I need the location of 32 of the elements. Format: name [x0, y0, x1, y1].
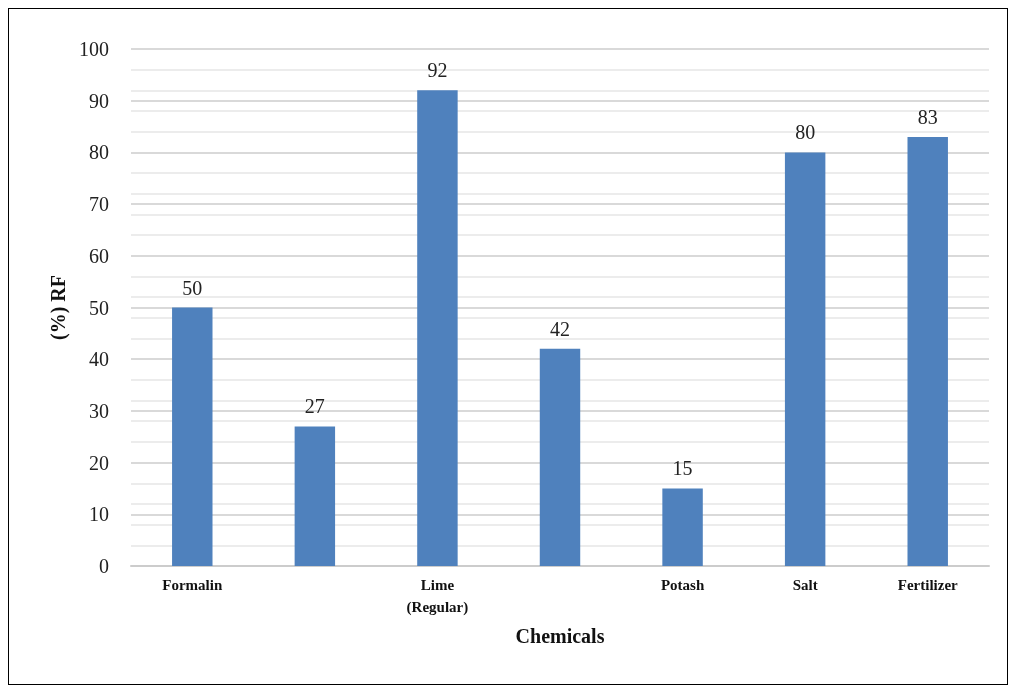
data-label: 50	[182, 276, 203, 299]
bar	[417, 90, 458, 566]
y-axis-title: (%) RF	[47, 275, 71, 340]
y-tick-label: 50	[89, 296, 109, 319]
data-label: 42	[550, 317, 570, 340]
data-label: 92	[427, 59, 448, 82]
x-tick-label: Potash	[660, 577, 705, 593]
y-tick-label: 60	[89, 244, 109, 267]
x-tick-label: Salt	[792, 577, 818, 593]
x-tick-label: Formalin	[162, 577, 223, 593]
bar	[539, 348, 581, 566]
bar	[662, 488, 703, 566]
bar	[172, 307, 213, 566]
y-tick-label: 80	[89, 141, 109, 164]
data-label: 83	[917, 105, 938, 128]
bar	[907, 136, 948, 566]
y-tick-label: 30	[89, 399, 109, 422]
y-tick-label: 40	[89, 348, 109, 371]
y-tick-label: 100	[79, 38, 109, 60]
x-axis-title: Chemicals	[515, 625, 605, 647]
x-tick-label: Fertilizer	[897, 577, 959, 593]
x-tick-label: Lime (Regular)	[406, 577, 469, 616]
y-tick-label: 90	[89, 89, 109, 112]
data-label: 80	[795, 121, 816, 144]
bar	[294, 426, 336, 566]
y-tick-label: 0	[99, 555, 109, 577]
data-label: 27	[304, 395, 325, 418]
y-tick-label: 70	[89, 193, 109, 216]
y-tick-label: 20	[89, 451, 109, 474]
y-tick-label: 10	[89, 503, 109, 526]
bar	[784, 152, 826, 566]
data-label: 15	[672, 457, 693, 480]
